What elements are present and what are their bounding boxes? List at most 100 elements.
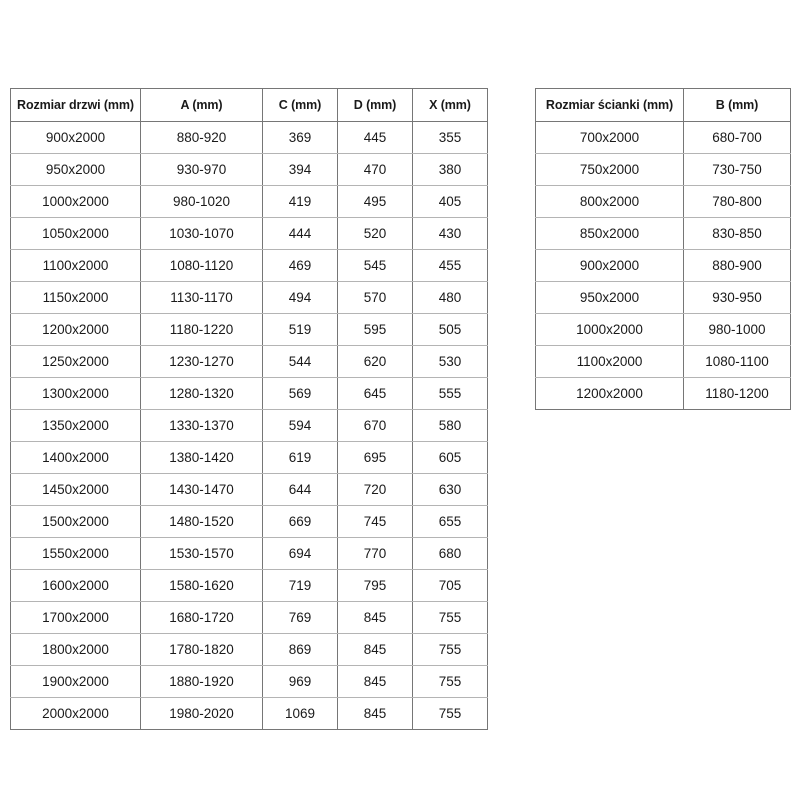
table-row: 1500x2000 1480-1520 669 745 655 xyxy=(10,505,488,538)
cell-d: 845 xyxy=(337,633,413,666)
cell-a: 980-1020 xyxy=(140,185,263,218)
cell-door-size: 900x2000 xyxy=(10,121,141,154)
table-row: 900x2000 880-900 xyxy=(535,249,791,282)
cell-door-size: 950x2000 xyxy=(10,153,141,186)
cell-d: 520 xyxy=(337,217,413,250)
cell-a: 1030-1070 xyxy=(140,217,263,250)
walls-table-container: Rozmiar ścianki (mm) B (mm) 700x2000 680-… xyxy=(535,88,791,410)
cell-door-size: 1450x2000 xyxy=(10,473,141,506)
cell-a: 1180-1220 xyxy=(140,313,263,346)
walls-table-body: 700x2000 680-700 750x2000 730-750 800x2000 78… xyxy=(535,121,791,410)
cell-c: 519 xyxy=(262,313,338,346)
cell-c: 569 xyxy=(262,377,338,410)
cell-b: 1080-1100 xyxy=(683,345,791,378)
table-row: 1000x2000 980-1000 xyxy=(535,313,791,346)
cell-c: 419 xyxy=(262,185,338,218)
cell-b: 880-900 xyxy=(683,249,791,282)
cell-d: 695 xyxy=(337,441,413,474)
cell-d: 595 xyxy=(337,313,413,346)
cell-x: 530 xyxy=(412,345,488,378)
cell-c: 644 xyxy=(262,473,338,506)
table-header-row: Rozmiar ścianki (mm) B (mm) xyxy=(535,88,791,122)
column-header-door-size: Rozmiar drzwi (mm) xyxy=(10,88,141,122)
cell-a: 1480-1520 xyxy=(140,505,263,538)
cell-d: 795 xyxy=(337,569,413,602)
cell-a: 1230-1270 xyxy=(140,345,263,378)
cell-c: 369 xyxy=(262,121,338,154)
table-row: 750x2000 730-750 xyxy=(535,153,791,186)
cell-wall-size: 750x2000 xyxy=(535,153,684,186)
cell-c: 444 xyxy=(262,217,338,250)
table-row: 1050x2000 1030-1070 444 520 430 xyxy=(10,217,488,250)
table-row: 800x2000 780-800 xyxy=(535,185,791,218)
cell-d: 445 xyxy=(337,121,413,154)
cell-c: 769 xyxy=(262,601,338,634)
cell-wall-size: 800x2000 xyxy=(535,185,684,218)
cell-d: 620 xyxy=(337,345,413,378)
cell-x: 505 xyxy=(412,313,488,346)
cell-x: 755 xyxy=(412,665,488,698)
table-row: 950x2000 930-950 xyxy=(535,281,791,314)
cell-a: 1580-1620 xyxy=(140,569,263,602)
cell-x: 630 xyxy=(412,473,488,506)
cell-a: 1080-1120 xyxy=(140,249,263,282)
cell-b: 830-850 xyxy=(683,217,791,250)
cell-c: 544 xyxy=(262,345,338,378)
cell-door-size: 1150x2000 xyxy=(10,281,141,314)
cell-a: 1380-1420 xyxy=(140,441,263,474)
cell-door-size: 1200x2000 xyxy=(10,313,141,346)
cell-d: 645 xyxy=(337,377,413,410)
table-row: 1150x2000 1130-1170 494 570 480 xyxy=(10,281,488,314)
cell-d: 770 xyxy=(337,537,413,570)
cell-x: 680 xyxy=(412,537,488,570)
cell-a: 1430-1470 xyxy=(140,473,263,506)
cell-door-size: 1500x2000 xyxy=(10,505,141,538)
table-row: 950x2000 930-970 394 470 380 xyxy=(10,153,488,186)
table-row: 900x2000 880-920 369 445 355 xyxy=(10,121,488,154)
cell-x: 480 xyxy=(412,281,488,314)
cell-x: 430 xyxy=(412,217,488,250)
cell-d: 845 xyxy=(337,697,413,730)
cell-b: 780-800 xyxy=(683,185,791,218)
column-header-a: A (mm) xyxy=(140,88,263,122)
doors-table-header: Rozmiar drzwi (mm) A (mm) C (mm) D (mm) … xyxy=(10,88,488,122)
table-row: 1000x2000 980-1020 419 495 405 xyxy=(10,185,488,218)
cell-a: 880-920 xyxy=(140,121,263,154)
cell-d: 670 xyxy=(337,409,413,442)
cell-c: 869 xyxy=(262,633,338,666)
cell-x: 705 xyxy=(412,569,488,602)
column-header-d: D (mm) xyxy=(337,88,413,122)
table-row: 1100x2000 1080-1120 469 545 455 xyxy=(10,249,488,282)
table-row: 2000x2000 1980-2020 1069 845 755 xyxy=(10,697,488,730)
table-row: 1450x2000 1430-1470 644 720 630 xyxy=(10,473,488,506)
cell-a: 1780-1820 xyxy=(140,633,263,666)
cell-door-size: 1300x2000 xyxy=(10,377,141,410)
table-header-row: Rozmiar drzwi (mm) A (mm) C (mm) D (mm) … xyxy=(10,88,488,122)
cell-wall-size: 850x2000 xyxy=(535,217,684,250)
doors-table-container: Rozmiar drzwi (mm) A (mm) C (mm) D (mm) … xyxy=(10,88,488,730)
column-header-wall-size: Rozmiar ścianki (mm) xyxy=(535,88,684,122)
cell-door-size: 1550x2000 xyxy=(10,537,141,570)
cell-b: 730-750 xyxy=(683,153,791,186)
cell-b: 1180-1200 xyxy=(705,386,769,401)
column-header-c: C (mm) xyxy=(262,88,338,122)
table-row: 1100x2000 1080-1100 xyxy=(535,345,791,378)
cell-wall-size: 900x2000 xyxy=(535,249,684,282)
walls-specification-table: Rozmiar ścianki (mm) B (mm) 700x2000 680-… xyxy=(535,88,791,410)
table-row: 1400x2000 1380-1420 619 695 605 xyxy=(10,441,488,474)
cell-a: 1880-1920 xyxy=(140,665,263,698)
doors-specification-table: Rozmiar drzwi (mm) A (mm) C (mm) D (mm) … xyxy=(10,88,488,730)
doors-table-body: 900x2000 880-920 369 445 355 950x2000 930-970 3… xyxy=(10,121,488,730)
table-row: 1200x2000 1180-1200 xyxy=(535,377,791,410)
cell-door-size: 1250x2000 xyxy=(10,345,141,378)
cell-door-size: 1700x2000 xyxy=(10,601,141,634)
cell-door-size: 1800x2000 xyxy=(10,633,141,666)
cell-x: 580 xyxy=(412,409,488,442)
cell-door-size: 1900x2000 xyxy=(10,665,141,698)
cell-wall-size: 1100x2000 xyxy=(535,345,684,378)
cell-c: 494 xyxy=(262,281,338,314)
cell-wall-size: 1200x2000 xyxy=(535,377,684,410)
cell-c: 619 xyxy=(262,441,338,474)
cell-a: 1130-1170 xyxy=(140,281,263,314)
cell-x: 755 xyxy=(412,633,488,666)
